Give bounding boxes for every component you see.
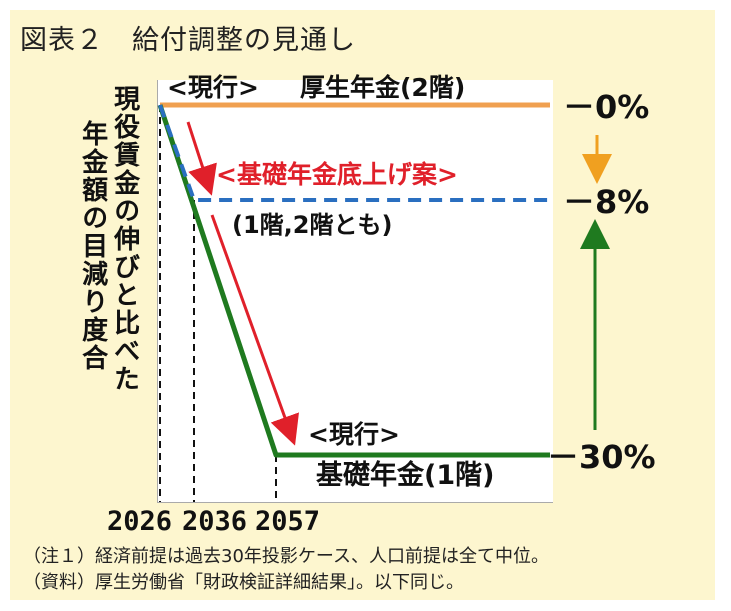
x-tick-2026: 2026 <box>107 506 172 537</box>
label-proposal-sub: (1階,2階とも) <box>232 211 392 239</box>
x-tick-2057: 2057 <box>255 506 320 537</box>
label-kosei: 厚生年金(2階) <box>300 73 465 102</box>
x-tick-2036: 2036 <box>182 506 247 537</box>
label-current-top: <現行> <box>167 73 259 102</box>
y-axis-label-line1: 現役賃金の伸びと比べた <box>109 85 140 393</box>
note-1: （注１）経済前提は過去30年投影ケース、人口前提は全て中位。 <box>23 546 550 567</box>
pct-label-0: －0% <box>563 88 649 126</box>
y-axis-label-line2: 年金額の目減り度合 <box>77 120 108 372</box>
chart-svg: <現行> 厚生年金(2階) <基礎年金底上げ案> (1階,2階とも) <現行> … <box>107 73 656 537</box>
series-proposal <box>158 104 550 202</box>
series-kiso-current <box>157 104 550 458</box>
label-proposal: <基礎年金底上げ案> <box>216 160 458 189</box>
pct-label-30: －30% <box>547 438 656 476</box>
pct-label-8: －8% <box>563 183 649 221</box>
figure-title: 図表２ 給付調整の見通し <box>20 25 356 56</box>
label-current-bottom: <現行> <box>308 420 400 449</box>
source-note: （資料）厚生労働省「財政検証詳細結果」。以下同じ。 <box>23 572 464 593</box>
red-arrow-2 <box>210 214 299 446</box>
figure-panel: 図表２ 給付調整の見通し 現役賃金の伸びと比べた 年金額の目減り度合 <box>10 10 715 600</box>
red-arrow-1 <box>186 121 217 196</box>
label-kiso: 基礎年金(1階) <box>316 459 494 491</box>
